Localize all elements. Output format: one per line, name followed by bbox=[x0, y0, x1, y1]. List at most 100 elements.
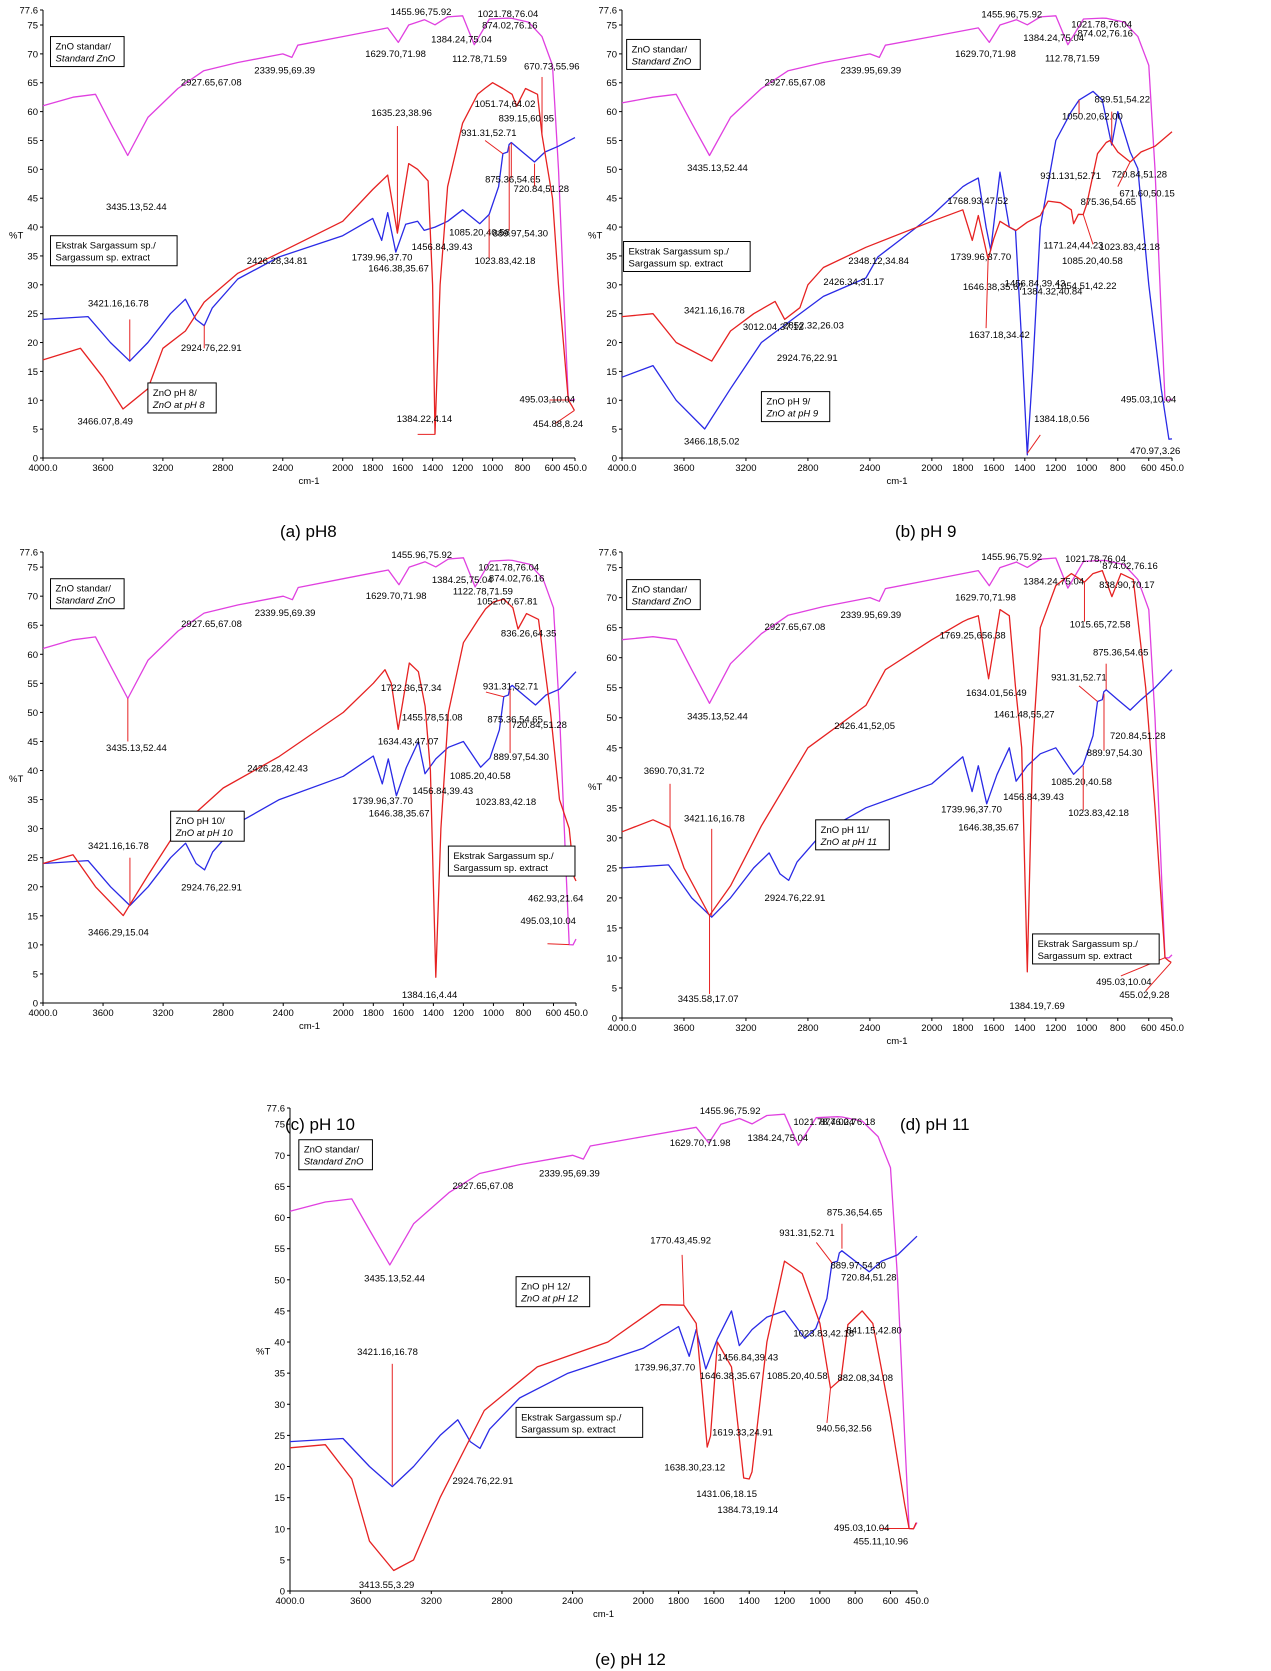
peak-label: 931.31,52.71 bbox=[779, 1228, 834, 1239]
peak-label: 455.02,9.28 bbox=[1119, 990, 1169, 1001]
y-tick-label: 77.6 bbox=[20, 6, 39, 17]
peak-label: 2924.76,22.91 bbox=[777, 353, 838, 364]
peak-label: 1634.43,47.07 bbox=[378, 736, 439, 747]
y-tick-label: 25 bbox=[274, 1431, 285, 1442]
legend-box bbox=[760, 391, 831, 423]
peak-label: 1384.16,4.44 bbox=[402, 990, 457, 1001]
peak-label: 1456.84,39.43 bbox=[412, 242, 473, 253]
legend-box bbox=[50, 578, 125, 610]
x-tick-label: 2000 bbox=[921, 1023, 942, 1034]
peak-label: 1638.30,23.12 bbox=[664, 1462, 725, 1473]
peak-label: 454.88,8.24 bbox=[533, 419, 583, 430]
y-tick-label: 60 bbox=[27, 107, 38, 118]
legend-box bbox=[49, 36, 125, 68]
x-tick-label: 450.0 bbox=[1160, 463, 1184, 474]
y-tick-label: 30 bbox=[274, 1400, 285, 1411]
legend-text: Ekstrak Sargassum sp./ bbox=[521, 1412, 622, 1423]
caption-d: (d) pH 11 bbox=[900, 1115, 970, 1134]
series-line-standard bbox=[621, 557, 1173, 959]
peak-label: 1769.25,656.38 bbox=[940, 630, 1006, 641]
peak-label: 495.03,10.04 bbox=[1121, 395, 1176, 406]
annotation-leader bbox=[1117, 161, 1131, 187]
x-tick-label: 3600 bbox=[350, 1596, 371, 1607]
x-axis-label: cm-1 bbox=[298, 476, 319, 487]
x-tick-label: 1200 bbox=[452, 463, 473, 474]
legend-box bbox=[515, 1276, 591, 1308]
y-tick-label: 40 bbox=[27, 223, 38, 234]
y-tick-label: 50 bbox=[606, 713, 617, 724]
y-tick-label: 30 bbox=[27, 280, 38, 291]
x-tick-label: 2400 bbox=[562, 1596, 583, 1607]
peak-label: 1635.23,38.96 bbox=[371, 108, 432, 119]
peak-label: 1431.06,18.15 bbox=[696, 1489, 757, 1500]
peak-label: 1021.78,76.04 bbox=[1065, 554, 1126, 565]
x-tick-label: 1000 bbox=[1076, 1023, 1097, 1034]
peak-label: 1171.24,44.23 bbox=[1043, 240, 1103, 251]
legend-text: ZnO at pH 10 bbox=[175, 828, 234, 839]
y-tick-label: 15 bbox=[27, 911, 38, 922]
legend-text: ZnO standar/ bbox=[632, 585, 688, 596]
x-tick-label: 4000.0 bbox=[28, 463, 57, 474]
annotation-leader bbox=[484, 140, 504, 155]
peak-label: 1461.48,55,27 bbox=[994, 710, 1055, 721]
peak-label: 874.02,76.16 bbox=[482, 20, 537, 31]
y-tick-label: 40 bbox=[606, 223, 617, 234]
x-tick-label: 450.0 bbox=[1160, 1023, 1184, 1034]
peak-label: 2924.76,22.91 bbox=[765, 893, 826, 904]
y-tick-label: 5 bbox=[280, 1555, 285, 1566]
legend-text: ZnO standar/ bbox=[632, 44, 688, 55]
x-tick-label: 1200 bbox=[774, 1596, 795, 1607]
peak-label: 875.36,54.65 bbox=[487, 714, 542, 725]
y-tick-label: 45 bbox=[27, 194, 38, 205]
y-tick-label: 50 bbox=[27, 708, 38, 719]
legend-text: Ekstrak Sargassum sp./ bbox=[1038, 939, 1139, 950]
peak-label: 2852.32,26.03 bbox=[783, 321, 844, 332]
peak-label: 1023.83,42.18 bbox=[793, 1328, 854, 1339]
y-tick-label: 55 bbox=[27, 679, 38, 690]
series-line-sample bbox=[289, 1260, 917, 1572]
x-tick-label: 1000 bbox=[483, 1008, 504, 1019]
x-tick-label: 4000.0 bbox=[28, 1008, 57, 1019]
peak-label: 2426.28,42.43 bbox=[247, 764, 308, 775]
peak-label: 839.15,60.95 bbox=[499, 113, 554, 124]
peak-label: 874.02,76.16 bbox=[489, 574, 544, 585]
peak-label: 3435.13,52.44 bbox=[687, 163, 748, 174]
legend-text: Ekstrak Sargassum sp./ bbox=[453, 851, 554, 862]
y-tick-label: 65 bbox=[27, 621, 38, 632]
series-line-sample bbox=[621, 569, 1172, 973]
y-tick-label: 15 bbox=[27, 367, 38, 378]
peak-label: 2924.76,22.91 bbox=[181, 882, 242, 893]
legend-text: Ekstrak Sargassum sp./ bbox=[55, 241, 156, 252]
y-tick-label: 77.6 bbox=[20, 548, 39, 559]
peak-label: 720.84,51.28 bbox=[514, 184, 569, 195]
peak-label: 1384.25,75.04 bbox=[432, 575, 493, 586]
peak-label: 1629.70,71.98 bbox=[955, 49, 1016, 60]
annotation-leader bbox=[681, 1254, 685, 1305]
x-axis-label: cm-1 bbox=[299, 1021, 320, 1032]
peak-label: 874.02,76.16 bbox=[1077, 29, 1132, 40]
legend-text: Standard ZnO bbox=[56, 596, 116, 607]
y-tick-label: 70 bbox=[274, 1151, 285, 1162]
x-tick-label: 1000 bbox=[482, 463, 503, 474]
annotation-leader bbox=[547, 943, 570, 946]
peak-label: 1085.20,40.58 bbox=[449, 228, 510, 239]
peak-label: 1455.96,75.92 bbox=[391, 7, 452, 18]
y-tick-label: 40 bbox=[27, 766, 38, 777]
peak-label: 462.93,21.64 bbox=[528, 893, 583, 904]
chart-panel-1: 0 5 10 15 20 25 30 35 40 45 50 55 60 65 70 75 77.6 %T 4000… bbox=[588, 6, 1184, 488]
annotation-leader bbox=[1026, 434, 1041, 454]
y-tick-label: 65 bbox=[606, 78, 617, 89]
peak-label: 1384.24,75.04 bbox=[1023, 33, 1084, 44]
x-tick-label: 4000.0 bbox=[607, 1023, 636, 1034]
peak-label: 1384.19,7.69 bbox=[1009, 1001, 1064, 1012]
series-line-standard bbox=[289, 1113, 918, 1530]
y-tick-label: 65 bbox=[27, 78, 38, 89]
peak-label: 1455.96,75.92 bbox=[391, 550, 452, 561]
peak-label: 1646.38,35.67 bbox=[958, 823, 1019, 834]
peak-label: 1455.96,75.92 bbox=[700, 1106, 761, 1117]
y-tick-label: 0 bbox=[33, 454, 38, 465]
peak-label: 841.15,42.80 bbox=[846, 1325, 901, 1336]
x-tick-label: 2800 bbox=[213, 1008, 234, 1019]
peak-label: 875.36,54.65 bbox=[1093, 647, 1148, 658]
y-tick-label: 77.6 bbox=[599, 548, 618, 559]
